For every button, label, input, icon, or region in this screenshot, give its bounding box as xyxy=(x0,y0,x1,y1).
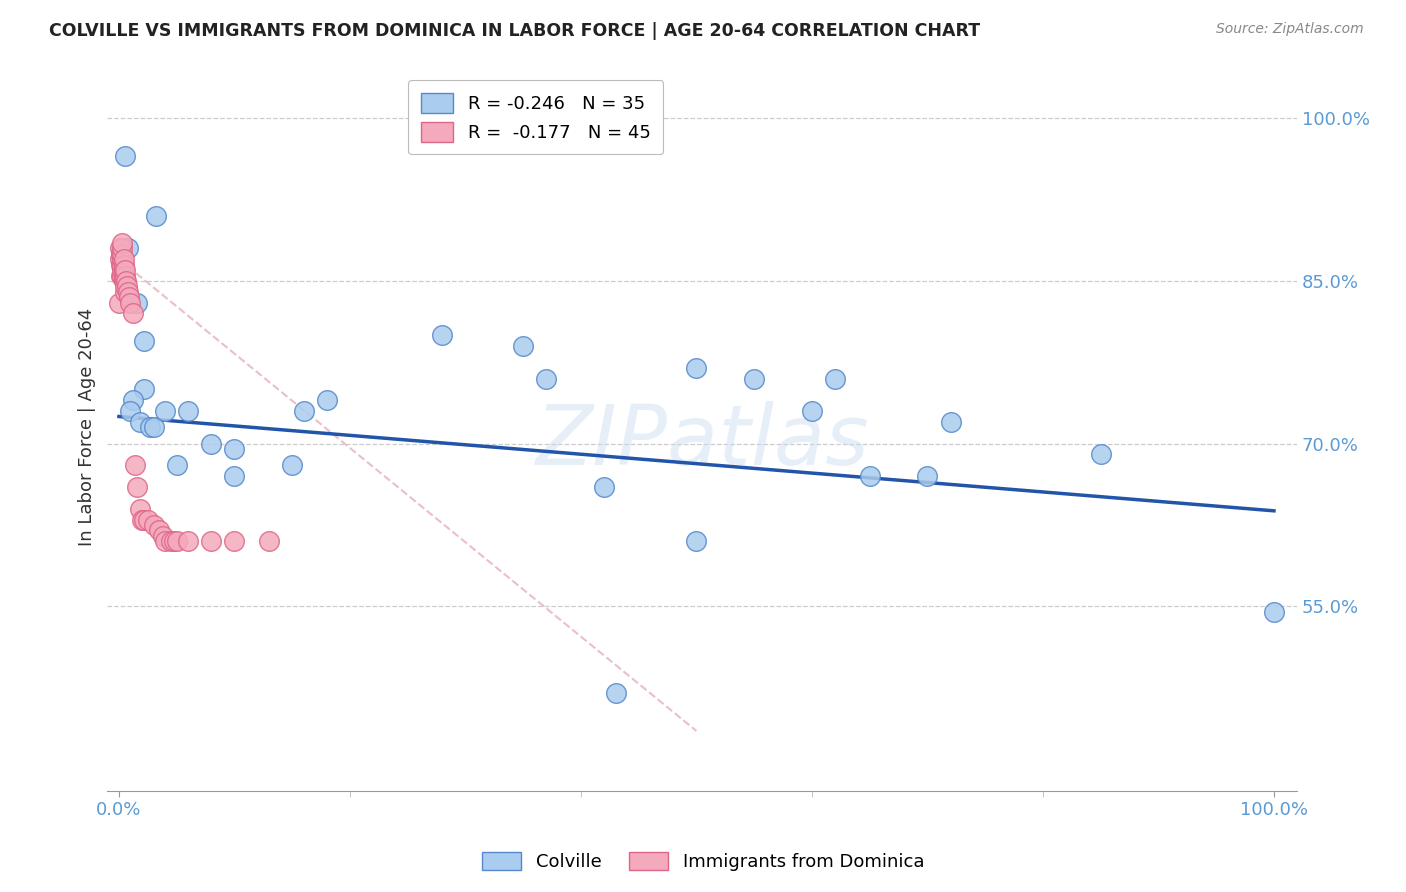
Point xyxy=(127,480,149,494)
Point xyxy=(111,235,134,250)
Point xyxy=(512,339,534,353)
Point xyxy=(142,517,165,532)
Y-axis label: In Labor Force | Age 20-64: In Labor Force | Age 20-64 xyxy=(79,309,96,547)
Point xyxy=(177,534,200,549)
Point xyxy=(112,268,135,283)
Point xyxy=(134,334,156,348)
Point xyxy=(111,252,134,267)
Point xyxy=(114,149,136,163)
Point xyxy=(134,512,156,526)
Point xyxy=(917,469,939,483)
Point xyxy=(224,442,246,456)
Point xyxy=(148,524,170,538)
Point xyxy=(145,209,167,223)
Point xyxy=(536,371,558,385)
Point xyxy=(112,274,135,288)
Point xyxy=(200,436,222,450)
Point xyxy=(292,404,315,418)
Point xyxy=(117,241,139,255)
Text: Source: ZipAtlas.com: Source: ZipAtlas.com xyxy=(1216,22,1364,37)
Point xyxy=(800,404,823,418)
Point xyxy=(112,258,135,272)
Point xyxy=(128,415,150,429)
Point xyxy=(163,534,186,549)
Point xyxy=(112,252,135,267)
Point xyxy=(108,241,131,255)
Point xyxy=(108,295,131,310)
Point xyxy=(114,285,136,299)
Point xyxy=(742,371,765,385)
Point xyxy=(685,534,707,549)
Point xyxy=(1090,447,1112,461)
Point xyxy=(108,252,131,267)
Point xyxy=(1263,605,1285,619)
Legend: R = -0.246   N = 35, R =  -0.177   N = 45: R = -0.246 N = 35, R = -0.177 N = 45 xyxy=(408,80,664,154)
Point xyxy=(114,263,136,277)
Point xyxy=(111,263,134,277)
Point xyxy=(111,268,134,283)
Point xyxy=(257,534,280,549)
Text: COLVILLE VS IMMIGRANTS FROM DOMINICA IN LABOR FORCE | AGE 20-64 CORRELATION CHAR: COLVILLE VS IMMIGRANTS FROM DOMINICA IN … xyxy=(49,22,980,40)
Point xyxy=(114,268,136,283)
Point xyxy=(124,458,146,473)
Point xyxy=(152,529,174,543)
Point xyxy=(111,247,134,261)
Point xyxy=(224,469,246,483)
Point xyxy=(120,404,142,418)
Point xyxy=(117,285,139,299)
Point xyxy=(110,247,132,261)
Point xyxy=(110,258,132,272)
Point xyxy=(432,328,454,343)
Point xyxy=(939,415,962,429)
Point xyxy=(177,404,200,418)
Text: ZIPatlas: ZIPatlas xyxy=(536,401,869,483)
Point xyxy=(112,263,135,277)
Point xyxy=(153,534,176,549)
Point xyxy=(121,393,143,408)
Point xyxy=(120,295,142,310)
Point xyxy=(166,458,188,473)
Point xyxy=(281,458,304,473)
Point xyxy=(200,534,222,549)
Point xyxy=(115,274,138,288)
Point xyxy=(111,258,134,272)
Point xyxy=(128,501,150,516)
Point xyxy=(142,420,165,434)
Point xyxy=(153,404,176,418)
Point xyxy=(134,383,156,397)
Point xyxy=(110,268,132,283)
Point xyxy=(685,360,707,375)
Point xyxy=(315,393,337,408)
Point xyxy=(136,512,159,526)
Point xyxy=(824,371,846,385)
Point xyxy=(131,512,153,526)
Point xyxy=(605,686,627,700)
Point xyxy=(859,469,882,483)
Point xyxy=(127,295,149,310)
Point xyxy=(160,534,183,549)
Point xyxy=(118,290,141,304)
Point xyxy=(115,279,138,293)
Point xyxy=(224,534,246,549)
Point xyxy=(114,279,136,293)
Legend: Colville, Immigrants from Dominica: Colville, Immigrants from Dominica xyxy=(474,845,932,879)
Point xyxy=(111,241,134,255)
Point xyxy=(121,306,143,320)
Point xyxy=(593,480,616,494)
Point xyxy=(139,420,162,434)
Point xyxy=(166,534,188,549)
